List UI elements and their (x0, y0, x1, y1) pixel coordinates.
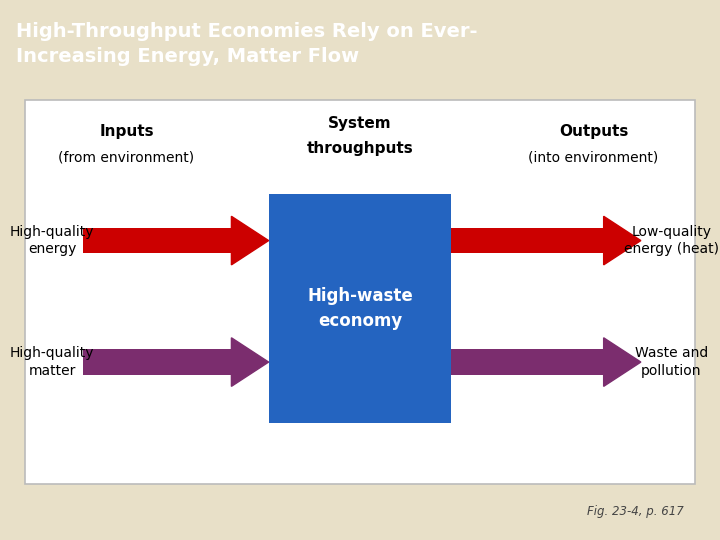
Text: System: System (328, 117, 392, 131)
Text: High-quality
matter: High-quality matter (10, 346, 94, 378)
Text: Outputs: Outputs (559, 124, 628, 139)
Text: throughputs: throughputs (307, 141, 413, 156)
Text: (from environment): (from environment) (58, 151, 194, 165)
Polygon shape (231, 217, 269, 265)
Text: Low-quality
energy (heat): Low-quality energy (heat) (624, 225, 719, 256)
Text: High-waste
economy: High-waste economy (307, 287, 413, 330)
Text: High-Throughput Economies Rely on Ever-
Increasing Energy, Matter Flow: High-Throughput Economies Rely on Ever- … (16, 23, 477, 66)
Text: Inputs: Inputs (99, 124, 154, 139)
Bar (451, 349, 603, 375)
Text: High-quality
energy: High-quality energy (10, 225, 94, 256)
Polygon shape (603, 217, 641, 265)
Polygon shape (603, 338, 641, 387)
Bar (83, 228, 231, 253)
Bar (83, 349, 231, 375)
Text: Fig. 23-4, p. 617: Fig. 23-4, p. 617 (588, 505, 684, 518)
Bar (451, 228, 603, 253)
Text: (into environment): (into environment) (528, 151, 659, 165)
Polygon shape (231, 338, 269, 387)
Text: Waste and
pollution: Waste and pollution (635, 346, 708, 378)
Bar (269, 194, 451, 423)
